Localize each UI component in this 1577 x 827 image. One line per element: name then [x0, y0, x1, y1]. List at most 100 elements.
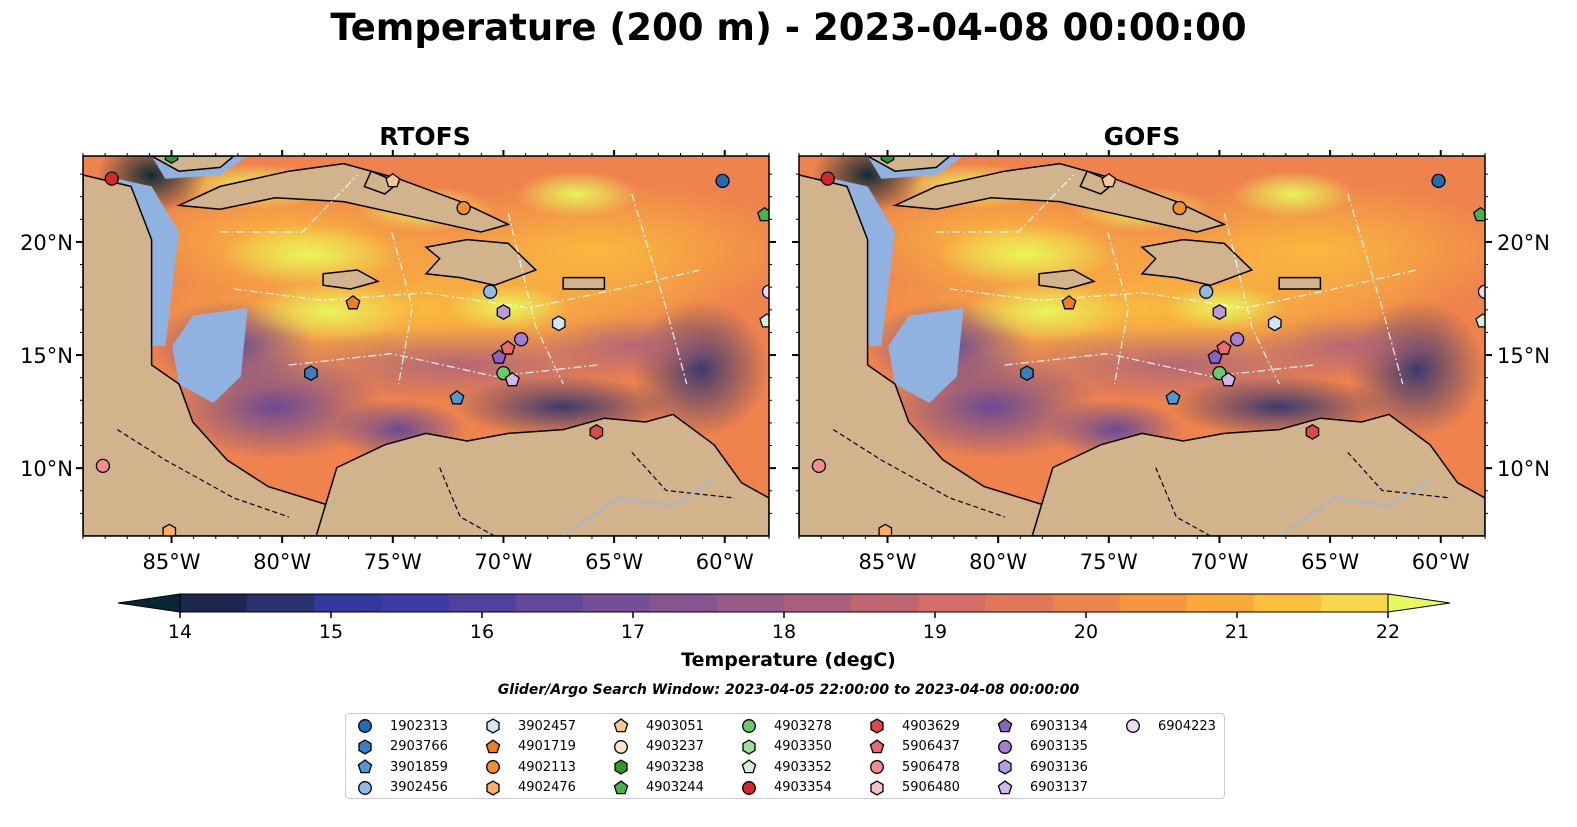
legend-marker	[1126, 719, 1140, 733]
country-border	[631, 451, 735, 499]
legend-label: 6904223	[1158, 718, 1216, 734]
lat-tick-label: 20°N	[1497, 231, 1550, 255]
land-jamaica	[322, 269, 380, 290]
circle-marker-icon	[998, 739, 1012, 754]
lat-tick-label: 20°N	[20, 231, 73, 255]
obs-6903136	[1212, 304, 1227, 320]
legend-label: 6903137	[1030, 780, 1088, 795]
colorbar-bin	[649, 594, 718, 612]
legend-label: 3902457	[518, 718, 576, 734]
legend-label: 1902313	[390, 718, 448, 734]
legend-marker	[486, 760, 500, 774]
lon-tick-label: 80°W	[253, 550, 311, 574]
obs-1902313	[715, 173, 730, 189]
eez-boundary	[1004, 352, 1314, 378]
lon-tick-label: 75°W	[364, 550, 422, 574]
figure-title: Temperature (200 m) - 2023-04-08 00:00:0…	[330, 6, 1247, 49]
legend-item: 6904223	[1124, 716, 1216, 736]
eez-boundary	[391, 231, 413, 385]
legend-marker	[870, 760, 884, 774]
obs-4903629	[1305, 424, 1320, 440]
eez-boundary	[1347, 193, 1404, 385]
obs-6904223	[1477, 284, 1485, 299]
land-cuba	[892, 162, 1227, 233]
legend-item: 5906437	[868, 737, 960, 757]
circle-marker-icon	[358, 719, 372, 733]
colorbar-tick-label: 15	[319, 621, 343, 643]
lon-tick-label: 65°W	[585, 550, 643, 574]
land-puertoRico	[562, 276, 606, 290]
legend-item: 2903766	[356, 737, 448, 757]
legend-marker	[741, 759, 757, 774]
obs-4903244	[757, 206, 769, 222]
colorbar-bin	[851, 594, 919, 612]
colorbar-tick-label: 16	[470, 621, 494, 643]
eez-boundary	[1107, 231, 1129, 385]
pentagon-marker-icon	[613, 718, 629, 733]
obs-4902476	[162, 523, 177, 536]
legend-item: 3901859	[356, 757, 448, 777]
legend-marker	[998, 739, 1012, 754]
legend-marker	[358, 780, 372, 795]
eez-boundary	[233, 269, 701, 309]
obs-4901719	[345, 295, 361, 310]
obs-5906437	[500, 340, 516, 355]
hexagon-marker-icon	[614, 759, 628, 775]
legend-item: 4903051	[612, 716, 704, 736]
lon-tick-label: 70°W	[1190, 550, 1248, 574]
colorbar-tick-label: 21	[1225, 621, 1249, 643]
pentagon-marker-icon	[741, 759, 757, 774]
colorbar-bin	[1186, 594, 1255, 612]
lat-tick-label: 10°N	[20, 457, 73, 481]
obs-3901859	[1165, 390, 1181, 405]
obs-6903134	[491, 349, 507, 364]
legend-marker	[358, 738, 372, 755]
obs-4903352	[759, 313, 769, 328]
hexagon-marker-icon	[358, 738, 372, 755]
eez-boundary	[507, 212, 564, 385]
river	[1278, 478, 1431, 536]
legend-label: 3901859	[390, 759, 448, 775]
obs-6903134	[1207, 349, 1223, 364]
legend-marker	[613, 718, 629, 733]
colorbar-bin	[985, 594, 1053, 612]
circle-marker-icon	[358, 780, 372, 795]
panel-title-rtofs: RTOFS	[379, 122, 471, 151]
legend-label: 4903350	[774, 739, 832, 754]
land-yucatan	[799, 174, 1075, 536]
obs-4903354	[104, 171, 119, 186]
legend-label: 3902456	[390, 780, 448, 795]
legend-label: 6903136	[1030, 759, 1088, 775]
obs-4902476	[878, 523, 893, 536]
legend-marker	[614, 739, 628, 754]
shelf-nicaragua	[888, 308, 964, 403]
search-window-text: Glider/Argo Search Window: 2023-04-05 22…	[497, 682, 1080, 698]
colorbar-bin	[716, 594, 785, 612]
obs-4902113	[456, 200, 471, 216]
legend-item: 6903137	[996, 778, 1088, 798]
circle-marker-icon	[870, 760, 884, 774]
legend-label: 4902476	[518, 780, 576, 795]
legend-item: 4903352	[740, 757, 832, 777]
obs-4903629	[589, 424, 604, 440]
country-border	[1347, 451, 1451, 499]
legend-label: 4903354	[774, 780, 832, 795]
obs-4903051	[1101, 172, 1117, 188]
eez-boundary	[936, 174, 1074, 233]
hexagon-marker-icon	[870, 779, 884, 796]
obs-4903051	[385, 172, 401, 188]
legend-label: 6903135	[1030, 739, 1088, 754]
legend-item: 6903136	[996, 757, 1088, 777]
lat-tick-label: 10°N	[1497, 457, 1550, 481]
obs-3902456	[483, 284, 498, 299]
legend-item: 4903238	[612, 757, 704, 777]
obs-6903135	[514, 332, 529, 347]
legend-item: 4903350	[740, 737, 832, 757]
pentagon-marker-icon	[869, 738, 885, 753]
legend-item: 5906478	[868, 757, 960, 777]
country-border	[116, 429, 289, 518]
legend-item: 4903278	[740, 716, 832, 736]
eez-boundary	[949, 269, 1417, 309]
colorbar-bin	[515, 594, 584, 612]
pentagon-marker-icon	[357, 759, 373, 774]
